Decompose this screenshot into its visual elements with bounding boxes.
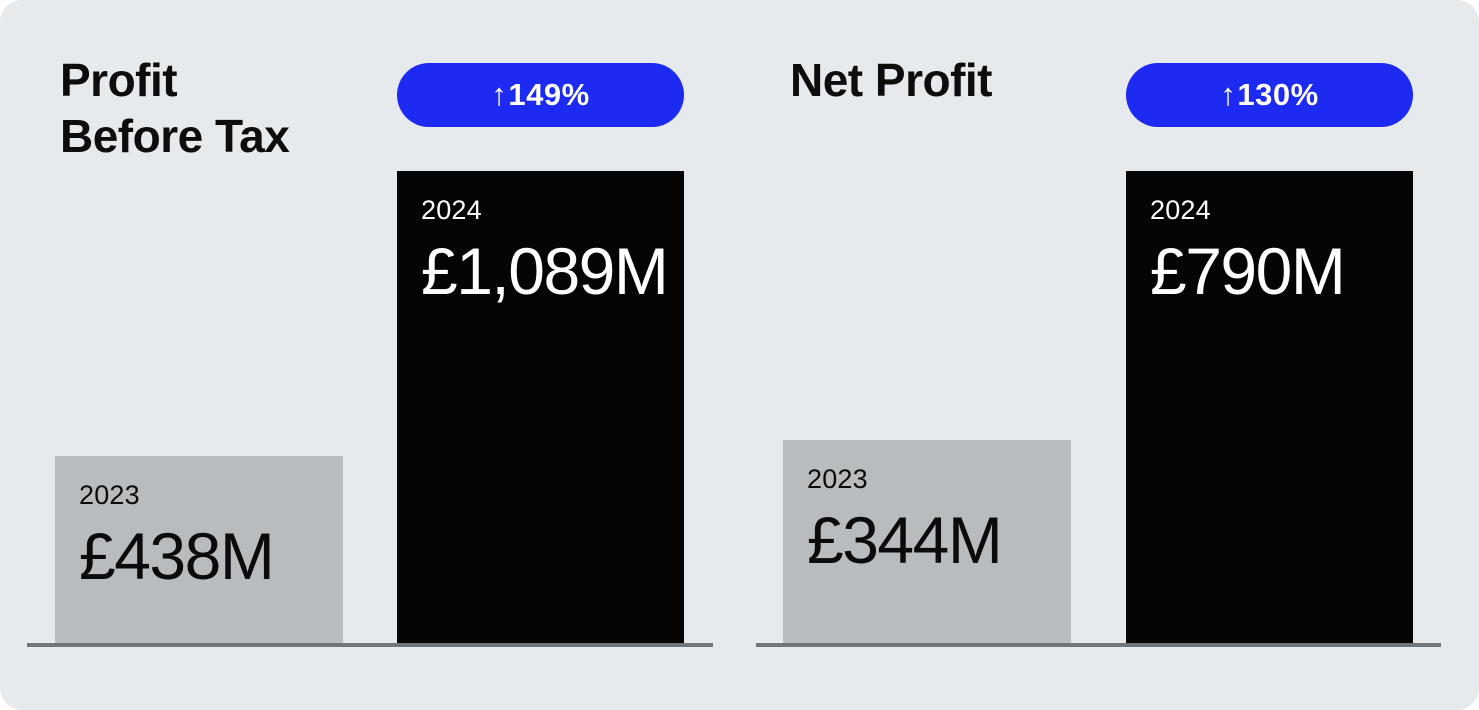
bar-value-label: £438M <box>79 519 275 593</box>
change-badge-value: 149% <box>508 77 590 112</box>
change-badge-value: 130% <box>1237 77 1319 112</box>
axis-baseline-left-chart <box>27 643 713 647</box>
bar-year-label: 2024 <box>421 195 482 225</box>
bar-value-label: £1,089M <box>421 234 669 308</box>
chart-title-profit-before-tax: Profit Before Tax <box>60 54 290 162</box>
bar-value-label: £790M <box>1150 234 1346 308</box>
up-arrow-icon: ↑ <box>1220 77 1237 112</box>
axis-baseline-right-chart <box>756 643 1441 647</box>
bar-2024-profit-before-tax: 2024 £1,089M <box>397 171 684 647</box>
bar-2024-net-profit: 2024 £790M <box>1126 171 1413 647</box>
change-badge-profit-before-tax: ↑ 149% <box>397 63 684 127</box>
bar-year-label: 2023 <box>807 464 868 494</box>
bar-value-label: £344M <box>807 503 1003 577</box>
bar-2023-net-profit: 2023 £344M <box>783 440 1071 647</box>
up-arrow-icon: ↑ <box>491 77 508 112</box>
bar-year-label: 2024 <box>1150 195 1211 225</box>
change-badge-net-profit: ↑ 130% <box>1126 63 1413 127</box>
bar-2023-profit-before-tax: 2023 £438M <box>55 456 343 647</box>
bar-year-label: 2023 <box>79 480 140 510</box>
chart-title-net-profit: Net Profit <box>790 54 993 106</box>
